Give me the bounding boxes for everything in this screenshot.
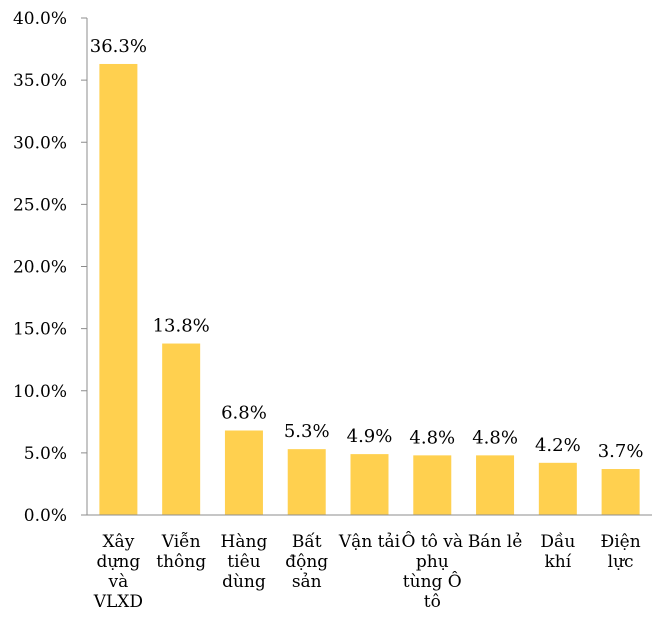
x-tick-label-line: lực — [608, 552, 634, 572]
data-label: 36.3% — [90, 36, 147, 57]
data-label: 5.3% — [284, 421, 330, 442]
y-tick-label: 0.0% — [24, 506, 67, 526]
bar — [224, 430, 263, 515]
bar — [162, 343, 201, 515]
y-tick-label: 15.0% — [13, 320, 67, 340]
y-tick-label: 40.0% — [13, 9, 67, 29]
x-tick-label-line: thông — [156, 552, 206, 572]
data-label: 4.9% — [347, 426, 393, 447]
x-tick-label-line: dựng — [97, 552, 141, 572]
y-tick-label: 5.0% — [24, 444, 67, 464]
x-tick-label: Xây dựng và VLXD — [93, 532, 143, 612]
x-tick-label-line: khí — [544, 552, 571, 572]
x-tick-label-line: VLXD — [93, 592, 143, 612]
x-tick-label-line: Hàng — [221, 532, 268, 552]
x-tick-label: Bán lẻ — [468, 532, 522, 552]
x-tick-label-line: tùng Ô — [403, 571, 462, 592]
y-axis-ticks: 0.0% 5.0% 10.0% 15.0% 20.0% 25.0% 30.0% 35.0% 40… — [13, 9, 87, 526]
x-tick-label-line: Điện — [601, 532, 641, 552]
x-tick-label-line: Bất — [292, 532, 322, 552]
y-tick-label: 10.0% — [13, 382, 67, 402]
data-label: 4.8% — [409, 427, 455, 448]
x-tick-label: Bất động sản — [285, 532, 328, 592]
x-tick-label: Hàng tiêu dùng — [221, 532, 268, 592]
bar — [287, 449, 326, 515]
data-labels: 36.3% 13.8% 6.8% 5.3% 4.9% 4.8% 4.8% 4.2% 3.7% — [90, 36, 644, 462]
x-tick-label-line: động — [285, 552, 328, 572]
y-tick-label: 35.0% — [13, 71, 67, 91]
x-tick-label-line: tiêu — [227, 552, 260, 572]
x-tick-label-line: dùng — [222, 572, 266, 592]
x-tick-label-line: Bán lẻ — [468, 532, 522, 552]
x-tick-label-line: Dầu — [540, 532, 575, 552]
x-tick-label-line: và — [108, 572, 129, 592]
x-tick-label-line: Viễn — [161, 532, 201, 552]
x-tick-label-line: tô — [424, 592, 441, 612]
y-tick-label: 25.0% — [13, 195, 67, 215]
data-label: 13.8% — [153, 316, 210, 337]
bar — [476, 455, 515, 515]
x-tick-label-line: Ô tô và — [401, 531, 463, 552]
x-tick-label: Vận tải — [338, 532, 401, 552]
y-tick-label: 20.0% — [13, 258, 67, 278]
bar — [99, 63, 138, 515]
bar — [350, 454, 389, 515]
bar — [538, 462, 577, 515]
bars — [99, 63, 640, 515]
x-tick-label: Viễn thông — [156, 532, 206, 572]
x-tick-label-line: phụ — [416, 552, 449, 572]
x-tick-label-line: sản — [292, 572, 322, 592]
x-tick-label: Điện lực — [601, 532, 641, 572]
data-label: 3.7% — [598, 441, 644, 462]
category-labels: Xây dựng và VLXD Viễn thông Hàng tiêu dùng Bất độn… — [93, 531, 641, 612]
y-tick-label: 30.0% — [13, 133, 67, 153]
data-label: 4.2% — [535, 435, 581, 456]
x-tick-label-line: Vận tải — [338, 532, 401, 552]
data-label: 6.8% — [221, 403, 267, 424]
x-tick-label-line: Xây — [102, 532, 134, 552]
x-tick-label: Dầu khí — [540, 532, 575, 572]
bar — [601, 469, 640, 515]
data-label: 4.8% — [472, 427, 518, 448]
bar — [413, 455, 452, 515]
